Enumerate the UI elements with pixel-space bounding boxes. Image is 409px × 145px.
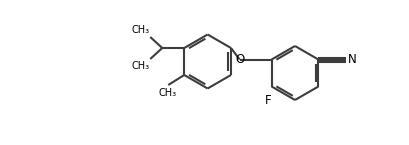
- Text: O: O: [234, 53, 244, 66]
- Text: CH₃: CH₃: [131, 25, 149, 35]
- Text: CH₃: CH₃: [131, 61, 149, 71]
- Text: CH₃: CH₃: [158, 88, 176, 98]
- Text: F: F: [265, 94, 271, 106]
- Text: N: N: [346, 53, 355, 66]
